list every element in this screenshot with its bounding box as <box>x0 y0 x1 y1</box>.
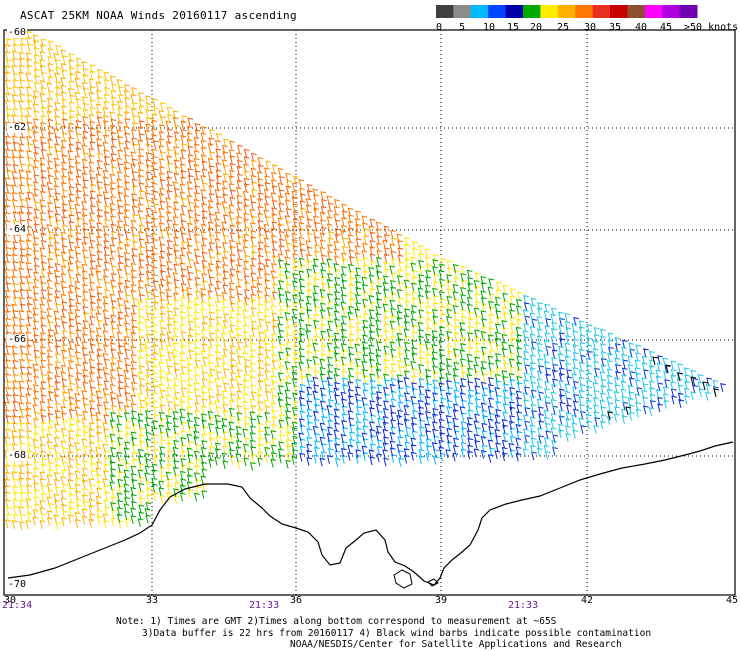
colorbar-swatch <box>436 5 454 18</box>
colorbar-label: >50 knots <box>684 22 739 33</box>
wind-barb-group <box>5 116 404 424</box>
longitude-label: 33 <box>146 595 159 606</box>
colorbar-swatch <box>488 5 507 18</box>
latitude-label: -66 <box>7 334 28 345</box>
colorbar-label: 0 <box>436 22 443 33</box>
colorbar-label: 10 <box>483 22 496 33</box>
wind-barb-group <box>109 256 523 528</box>
colorbar-swatch <box>557 5 576 18</box>
wind-barbs-layer <box>4 29 726 531</box>
footnote-line-3: NOAA/NESDIS/Center for Satellite Applica… <box>290 639 622 650</box>
colorbar-swatch <box>453 5 472 18</box>
colorbar-swatch <box>505 5 524 18</box>
longitude-label: 39 <box>435 595 448 606</box>
footnote-line-2: 3)Data buffer is 22 hrs from 20160117 4)… <box>142 628 652 639</box>
wind-barb-group <box>5 29 188 126</box>
colorbar-swatch <box>627 5 646 18</box>
colorbar-swatch <box>523 5 541 18</box>
colorbar-swatch <box>575 5 594 18</box>
colorbar-swatch <box>662 5 681 18</box>
coastline-inlet <box>393 569 413 589</box>
longitude-label: 36 <box>290 595 303 606</box>
colorbar-label: 35 <box>609 22 622 33</box>
pass-time-label: 21:34 <box>2 600 33 611</box>
colorbar-swatch <box>679 5 698 18</box>
wind-barb-group <box>607 356 720 421</box>
colorbar-label: 45 <box>660 22 673 33</box>
colorbar-label: 20 <box>530 22 543 33</box>
pass-time-label: 21:33 <box>508 600 539 611</box>
latitude-label: -60 <box>7 27 28 38</box>
wind-barb-group <box>5 237 523 531</box>
map-title: ASCAT 25KM NOAA Winds 20160117 ascending <box>20 9 297 22</box>
colorbar-label: 25 <box>557 22 570 33</box>
colorbar-swatch <box>610 5 628 18</box>
wind-barb-group <box>522 294 719 460</box>
longitude-label: 42 <box>581 595 594 606</box>
colorbar-label: 30 <box>584 22 597 33</box>
latitude-label: -70 <box>7 579 28 590</box>
colorbar-label: 40 <box>635 22 648 33</box>
colorbar-label: 15 <box>507 22 520 33</box>
latitude-label: -64 <box>7 224 28 235</box>
colorbar-swatch <box>470 5 489 18</box>
latitude-label: -68 <box>7 450 28 461</box>
colorbar-swatch <box>644 5 663 18</box>
colorbar-label: 5 <box>459 22 466 33</box>
map-frame <box>3 29 736 596</box>
longitude-label: 45 <box>726 595 739 606</box>
pass-time-label: 21:33 <box>249 600 280 611</box>
colorbar-swatches <box>436 5 698 18</box>
footnote-line-1: Note: 1) Times are GMT 2)Times along bot… <box>116 616 557 627</box>
colorbar-swatch <box>592 5 611 18</box>
wind-barb-group <box>4 116 404 425</box>
colorbar-swatch <box>540 5 559 18</box>
coastline <box>7 441 734 586</box>
coastline-islet <box>427 578 439 587</box>
longitude-label: 30 <box>4 595 17 606</box>
wind-barb-group <box>299 377 523 467</box>
speed-colorbar: 0 5 10 15 20 25 30 35 40 45 >50 knots <box>0 0 740 40</box>
wind-barb-group <box>298 302 726 467</box>
latitude-label: -62 <box>7 122 28 133</box>
